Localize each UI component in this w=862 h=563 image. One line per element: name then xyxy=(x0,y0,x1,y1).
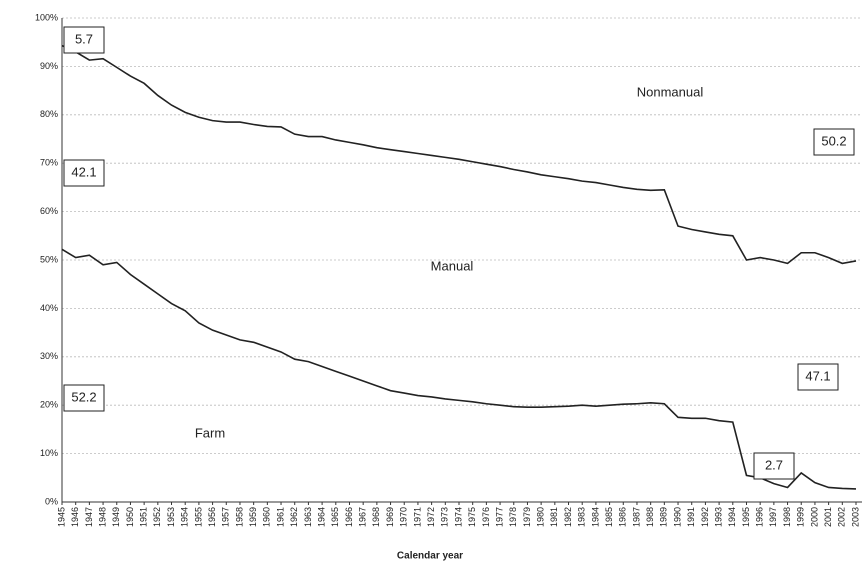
x-tick-label: 1971 xyxy=(412,507,422,527)
y-tick-label: 20% xyxy=(40,400,58,410)
region-label: Farm xyxy=(195,425,225,440)
x-tick-label: 2002 xyxy=(837,507,847,527)
x-tick-label: 1987 xyxy=(631,507,641,527)
y-tick-label: 10% xyxy=(40,448,58,458)
series-line xyxy=(61,248,857,490)
x-tick-label: 1952 xyxy=(152,507,162,527)
y-tick-label: 80% xyxy=(40,109,58,119)
y-tick-label: 100% xyxy=(35,12,58,22)
x-tick-label: 2003 xyxy=(850,507,860,527)
y-tick-label: 30% xyxy=(40,351,58,361)
annotation-box xyxy=(813,128,855,156)
x-tick-label: 1945 xyxy=(56,507,66,527)
x-tick-label: 1980 xyxy=(536,507,546,527)
x-tick-label: 1994 xyxy=(727,507,737,527)
series-line xyxy=(61,44,857,265)
y-tick-label: 50% xyxy=(40,254,58,264)
x-tick-label: 1963 xyxy=(303,507,313,527)
x-tick-label: 1991 xyxy=(686,507,696,527)
x-tick-label: 1970 xyxy=(399,507,409,527)
x-tick-label: 1976 xyxy=(481,507,491,527)
x-tick-label: 1962 xyxy=(289,507,299,527)
annotation-box xyxy=(797,363,839,391)
x-tick-label: 1969 xyxy=(385,507,395,527)
x-tick-label: 1955 xyxy=(193,507,203,527)
x-tick-label: 1998 xyxy=(782,507,792,527)
x-tick-label: 1964 xyxy=(316,507,326,527)
x-tick-label: 1995 xyxy=(741,507,751,527)
x-tick-label: 2000 xyxy=(809,507,819,527)
annotation-box xyxy=(63,159,105,187)
x-tick-label: 1981 xyxy=(549,507,559,527)
x-tick-label: 1951 xyxy=(139,507,149,527)
x-tick-label: 1993 xyxy=(713,507,723,527)
x-axis-label: Calendar year xyxy=(397,551,463,562)
annotation: Nonmanual xyxy=(637,84,704,99)
x-tick-label: 1958 xyxy=(234,507,244,527)
x-tick-label: 1988 xyxy=(645,507,655,527)
x-tick-label: 1961 xyxy=(275,507,285,527)
x-tick-label: 1979 xyxy=(522,507,532,527)
x-tick-label: 1996 xyxy=(755,507,765,527)
x-tick-label: 1949 xyxy=(111,507,121,527)
x-tick-label: 1957 xyxy=(221,507,231,527)
x-tick-label: 1977 xyxy=(494,507,504,527)
y-tick-label: 40% xyxy=(40,303,58,313)
y-tick-label: 70% xyxy=(40,158,58,168)
x-tick-label: 1959 xyxy=(248,507,258,527)
x-tick-label: 1973 xyxy=(440,507,450,527)
x-tick-label: 1982 xyxy=(563,507,573,527)
x-tick-label: 1992 xyxy=(700,507,710,527)
annotation: 47.1 xyxy=(805,368,830,383)
x-tick-label: 1984 xyxy=(590,507,600,527)
x-tick-label: 1967 xyxy=(358,507,368,527)
annotation-box xyxy=(63,26,105,54)
x-tick-label: 1983 xyxy=(577,507,587,527)
x-tick-label: 1965 xyxy=(330,507,340,527)
x-tick-label: 1946 xyxy=(70,507,80,527)
y-tick-label: 90% xyxy=(40,61,58,71)
x-tick-label: 1972 xyxy=(426,507,436,527)
x-tick-label: 1956 xyxy=(207,507,217,527)
x-tick-label: 1947 xyxy=(84,507,94,527)
y-tick-label: 60% xyxy=(40,206,58,216)
region-label: Manual xyxy=(431,258,474,273)
annotation: 2.7 xyxy=(765,457,783,472)
x-tick-label: 1966 xyxy=(344,507,354,527)
x-tick-label: 1968 xyxy=(371,507,381,527)
x-tick-label: 1953 xyxy=(166,507,176,527)
annotation: 5.7 xyxy=(75,31,93,46)
y-tick-label: 0% xyxy=(45,496,58,506)
x-tick-label: 1999 xyxy=(796,507,806,527)
x-tick-label: 1997 xyxy=(768,507,778,527)
annotation-box xyxy=(753,452,795,480)
annotation-box xyxy=(63,384,105,412)
x-tick-label: 1974 xyxy=(453,507,463,527)
annotation: 42.1 xyxy=(71,164,96,179)
x-tick-label: 1975 xyxy=(467,507,477,527)
annotation: 52.2 xyxy=(71,389,96,404)
annotation: 50.2 xyxy=(821,133,846,148)
x-tick-label: 1960 xyxy=(262,507,272,527)
x-tick-label: 1950 xyxy=(125,507,135,527)
x-tick-label: 1989 xyxy=(659,507,669,527)
x-tick-label: 1978 xyxy=(508,507,518,527)
x-tick-label: 1985 xyxy=(604,507,614,527)
x-tick-label: 2001 xyxy=(823,507,833,527)
x-tick-label: 1986 xyxy=(618,507,628,527)
x-tick-label: 1990 xyxy=(672,507,682,527)
x-tick-label: 1948 xyxy=(97,507,107,527)
x-tick-label: 1954 xyxy=(180,507,190,527)
